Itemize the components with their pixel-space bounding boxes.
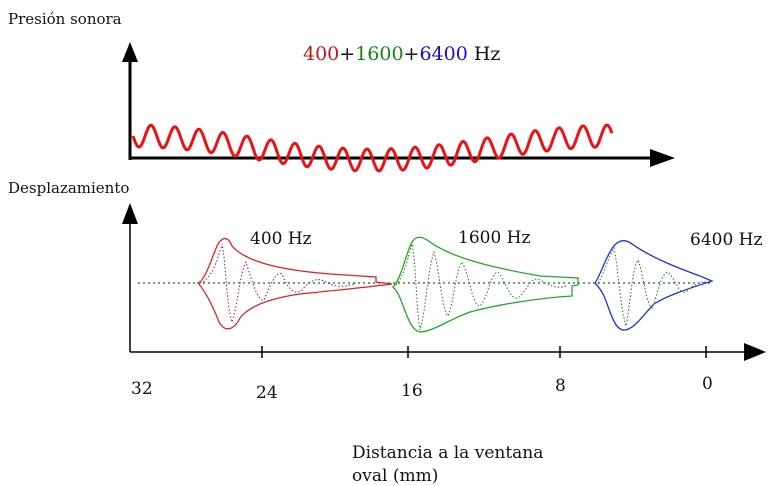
bottom-y-axis-arrow [122,203,138,224]
title-part: 6400 [419,43,467,65]
envelope-1600hz-label: 1600 Hz [458,228,530,248]
bottom-x-axis-arrow [744,343,766,361]
tick-label-0: 0 [702,374,713,394]
envelope-400hz: 400 Hz [196,229,393,330]
envelope-6400hz: 6400 Hz [594,230,762,331]
envelope-6400hz-label: 6400 Hz [690,230,762,250]
x-axis-ticks [261,346,707,358]
title-part: 400 [303,43,339,65]
envelope-1600hz-outline [392,236,579,333]
tick-label-16: 16 [401,381,423,401]
bottom-y-axis-label: Desplazamiento [8,179,129,197]
envelope-400hz-label: 400 Hz [250,229,312,249]
tick-label-8: 8 [555,376,566,396]
envelope-400hz-outline [196,237,393,330]
title-part: 1600 [355,43,403,65]
x-axis-label-line1: Distancia a la ventana [352,443,543,463]
top-y-axis-label: Presión sonora [8,10,122,28]
tick-label-32: 32 [131,379,153,399]
combined-pressure-wave [131,123,614,173]
envelope-1600hz: 1600 Hz [392,228,579,333]
title-part: Hz [468,43,501,65]
top-y-axis-arrow [122,42,138,62]
title-part: + [404,43,420,65]
envelope-6400hz-outline [594,240,714,331]
envelope-6400hz-vibration [597,246,707,328]
x-axis-label-line2: oval (mm) [352,466,438,486]
envelope-1600hz-vibration [395,243,567,331]
top-x-axis-arrow [650,149,675,167]
title-part: + [339,43,355,65]
top-panel-title: 400+1600+6400 Hz [303,43,500,65]
tick-label-24: 24 [256,383,278,403]
